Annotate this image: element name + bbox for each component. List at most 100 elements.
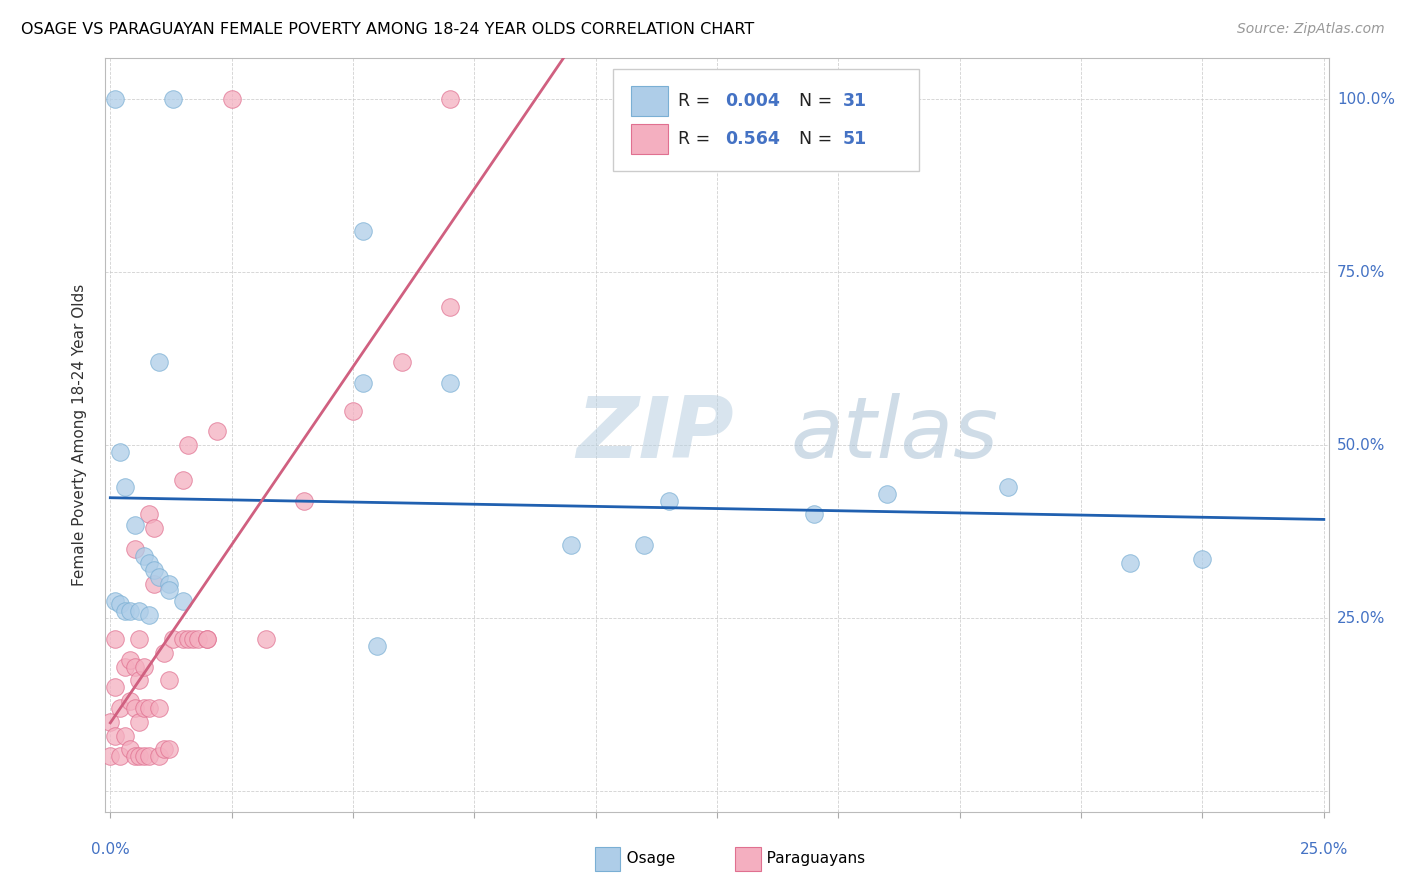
Point	[195, 632, 219, 646]
Point	[1191, 552, 1213, 566]
Point	[633, 539, 655, 553]
Point	[1118, 556, 1140, 570]
Text: 75.0%: 75.0%	[1337, 265, 1385, 280]
Point	[104, 680, 127, 694]
Point	[195, 632, 219, 646]
Text: 25.0%: 25.0%	[1337, 611, 1385, 625]
Point	[108, 701, 131, 715]
Point	[294, 493, 316, 508]
Text: 31: 31	[844, 92, 868, 110]
FancyBboxPatch shape	[631, 86, 668, 116]
Point	[114, 480, 136, 494]
Point	[118, 604, 141, 618]
Point	[108, 597, 131, 611]
Point	[98, 714, 121, 729]
Text: Paraguayans: Paraguayans	[752, 851, 865, 865]
Point	[221, 93, 243, 107]
Point	[104, 729, 127, 743]
Point	[162, 632, 184, 646]
Point	[138, 556, 160, 570]
Point	[439, 300, 461, 314]
Point	[439, 93, 461, 107]
Point	[138, 701, 160, 715]
Text: 0.0%: 0.0%	[91, 842, 129, 857]
Point	[118, 742, 141, 756]
Text: atlas: atlas	[790, 393, 998, 476]
Point	[118, 652, 141, 666]
Text: 0.004: 0.004	[725, 92, 780, 110]
Point	[124, 749, 146, 764]
Text: R =: R =	[678, 92, 716, 110]
Point	[143, 521, 166, 535]
Point	[657, 493, 679, 508]
Point	[803, 508, 825, 522]
Point	[148, 569, 170, 583]
Point	[128, 604, 150, 618]
Text: R =: R =	[678, 129, 716, 148]
Point	[128, 632, 150, 646]
Point	[172, 594, 194, 608]
Point	[157, 673, 180, 688]
Text: Osage: Osage	[612, 851, 675, 865]
Point	[352, 224, 374, 238]
Point	[172, 473, 194, 487]
Y-axis label: Female Poverty Among 18-24 Year Olds: Female Poverty Among 18-24 Year Olds	[72, 284, 87, 586]
FancyBboxPatch shape	[613, 70, 920, 171]
Point	[157, 576, 180, 591]
Text: OSAGE VS PARAGUAYAN FEMALE POVERTY AMONG 18-24 YEAR OLDS CORRELATION CHART: OSAGE VS PARAGUAYAN FEMALE POVERTY AMONG…	[21, 22, 755, 37]
Point	[124, 541, 146, 556]
Point	[352, 376, 374, 390]
Point	[148, 355, 170, 369]
Point	[118, 694, 141, 708]
Text: 100.0%: 100.0%	[1337, 92, 1395, 107]
Point	[152, 742, 174, 756]
Point	[187, 632, 209, 646]
Point	[254, 632, 277, 646]
Text: 51: 51	[844, 129, 868, 148]
Point	[124, 701, 146, 715]
Point	[342, 403, 364, 417]
Point	[108, 445, 131, 459]
Point	[205, 425, 228, 439]
Point	[138, 508, 160, 522]
Point	[143, 563, 166, 577]
Point	[366, 639, 388, 653]
Point	[157, 583, 180, 598]
Text: ZIP: ZIP	[576, 393, 734, 476]
Point	[128, 749, 150, 764]
Text: Source: ZipAtlas.com: Source: ZipAtlas.com	[1237, 22, 1385, 37]
Point	[391, 355, 413, 369]
Point	[138, 607, 160, 622]
Point	[98, 749, 121, 764]
Point	[134, 659, 156, 673]
Point	[128, 673, 150, 688]
Point	[104, 594, 127, 608]
Point	[181, 632, 204, 646]
Point	[104, 632, 127, 646]
Text: N =: N =	[799, 129, 838, 148]
Point	[134, 701, 156, 715]
Point	[439, 376, 461, 390]
Point	[138, 749, 160, 764]
Point	[148, 749, 170, 764]
Point	[134, 749, 156, 764]
Point	[152, 646, 174, 660]
Point	[114, 604, 136, 618]
Point	[124, 517, 146, 532]
Point	[108, 749, 131, 764]
Point	[157, 742, 180, 756]
Point	[143, 576, 166, 591]
Point	[177, 632, 200, 646]
Text: 50.0%: 50.0%	[1337, 438, 1385, 453]
Point	[114, 729, 136, 743]
Text: 25.0%: 25.0%	[1299, 842, 1348, 857]
Point	[162, 93, 184, 107]
Point	[114, 659, 136, 673]
Point	[177, 438, 200, 452]
Point	[997, 480, 1019, 494]
Point	[104, 93, 127, 107]
Point	[876, 486, 898, 500]
Text: N =: N =	[799, 92, 838, 110]
Point	[124, 659, 146, 673]
Text: 0.564: 0.564	[725, 129, 780, 148]
